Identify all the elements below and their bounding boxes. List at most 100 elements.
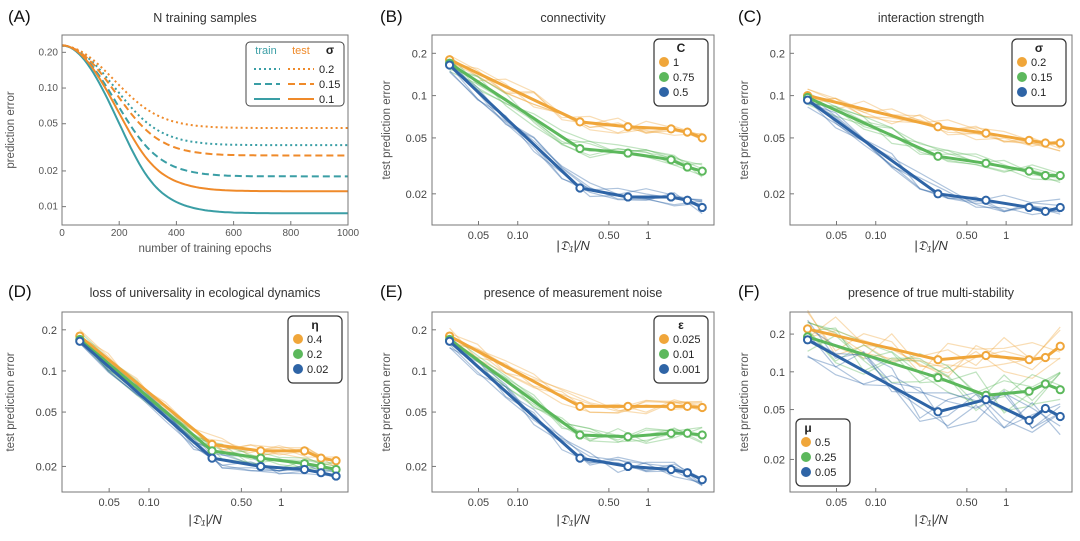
data-point [1024,135,1034,146]
data-point [933,407,943,417]
y-axis-label: test prediction error [381,80,393,179]
y-tick-label: 0.02 [764,454,785,466]
data-point [697,166,707,176]
sample-line [449,344,703,487]
x-tick-label: 800 [282,228,299,239]
series-line [806,96,1061,177]
data-point [623,401,633,412]
data-point [1024,386,1034,396]
legend-swatch [659,334,669,344]
panel-title: presence of measurement noise [484,286,663,300]
panel-F-frame [789,311,1073,493]
x-axis-label: |𝔇₁|/N [914,238,948,253]
data-point [697,430,707,440]
data-point [1024,202,1034,213]
y-tick-label: 0.02 [406,461,427,473]
sample-line [807,316,1061,367]
data-point [1040,403,1050,414]
panel-label: (A) [8,7,31,26]
sample-line [449,337,703,409]
sample-line [807,102,1061,216]
data-point [802,324,813,334]
data-point [697,133,707,143]
x-tick-label: 0.10 [507,497,528,509]
legend-swatch [801,437,811,447]
sample-line [449,339,703,413]
panel-title: loss of universality in ecological dynam… [90,286,321,300]
data-point [444,60,455,70]
y-tick-label: 0.1 [412,366,427,378]
legend-entry: 0.02 [307,364,328,376]
y-tick-label: 0.2 [42,325,57,337]
x-tick-label: 0.50 [598,497,619,509]
y-tick-label: 0.05 [39,119,59,130]
data-point [623,432,633,442]
x-tick-label: 1 [645,230,651,242]
sample-line [449,58,703,170]
x-tick-label: 1000 [337,228,360,239]
y-tick-label: 0.02 [39,166,59,177]
legend-swatch [801,467,811,477]
data-point [575,430,585,440]
y-axis-label: prediction error [5,91,17,169]
data-point [682,468,692,478]
sample-line [807,332,1061,429]
sample-line [449,347,703,486]
sample-line [807,321,1061,379]
data-point [933,189,943,199]
sample-line [807,330,1061,378]
x-tick-label: 0.50 [231,497,252,509]
legend-swatch [1017,87,1027,97]
y-axis-label: test prediction error [5,352,17,451]
legend-swatch [1017,72,1027,82]
panel-C-frame [789,34,1073,226]
sample-line [79,342,337,468]
data-point [666,428,676,438]
data-point [981,395,991,405]
x-tick-label: 0.10 [865,230,886,242]
legend-entry: 0.2 [307,349,322,361]
x-axis-label: |𝔇₁|/N [188,512,222,527]
data-point [299,464,310,475]
y-axis-label: test prediction error [739,352,751,451]
legend-entry: 0.001 [673,364,701,376]
data-point [623,461,633,472]
x-axis-label: |𝔇₁|/N [556,238,590,253]
legend-header: σ [1035,41,1043,55]
x-tick-label: 0.50 [956,230,977,242]
x-tick-label: 0.05 [468,230,489,242]
sample-line [807,330,1061,405]
legend-entry: 0.1 [319,94,334,106]
legend-entry: 0.5 [673,87,688,99]
data-point [666,155,676,165]
y-tick-label: 0.02 [36,461,57,473]
legend-swatch [1017,57,1027,67]
x-tick-label: 1 [645,497,651,509]
data-point [1055,138,1065,148]
data-point [1040,206,1050,216]
data-point [666,192,676,202]
data-point [1024,166,1034,176]
data-point [256,446,266,456]
series-line [61,44,348,147]
data-point [207,446,217,456]
panel-F: (F) presence of true multi-stability 0.05 0… [738,282,1065,527]
data-point [1024,355,1034,365]
legend-swatch [293,334,303,344]
data-point [697,202,707,213]
panel-D: (D) loss of universality in ecological dy… [5,282,343,527]
x-tick-label: 1 [278,497,284,509]
legend-header: train [255,45,276,57]
legend-header: σ [326,43,334,57]
sample-line [807,322,1061,414]
data-point [575,117,585,127]
data-point [75,336,85,346]
x-tick-label: 600 [225,228,242,239]
data-point [682,401,692,412]
sample-line [449,61,703,141]
data-point [802,335,813,345]
legend-entry: 0.05 [815,467,836,479]
y-tick-label: 0.1 [770,367,785,379]
panel-label: (D) [8,282,32,301]
data-point [1055,341,1065,351]
